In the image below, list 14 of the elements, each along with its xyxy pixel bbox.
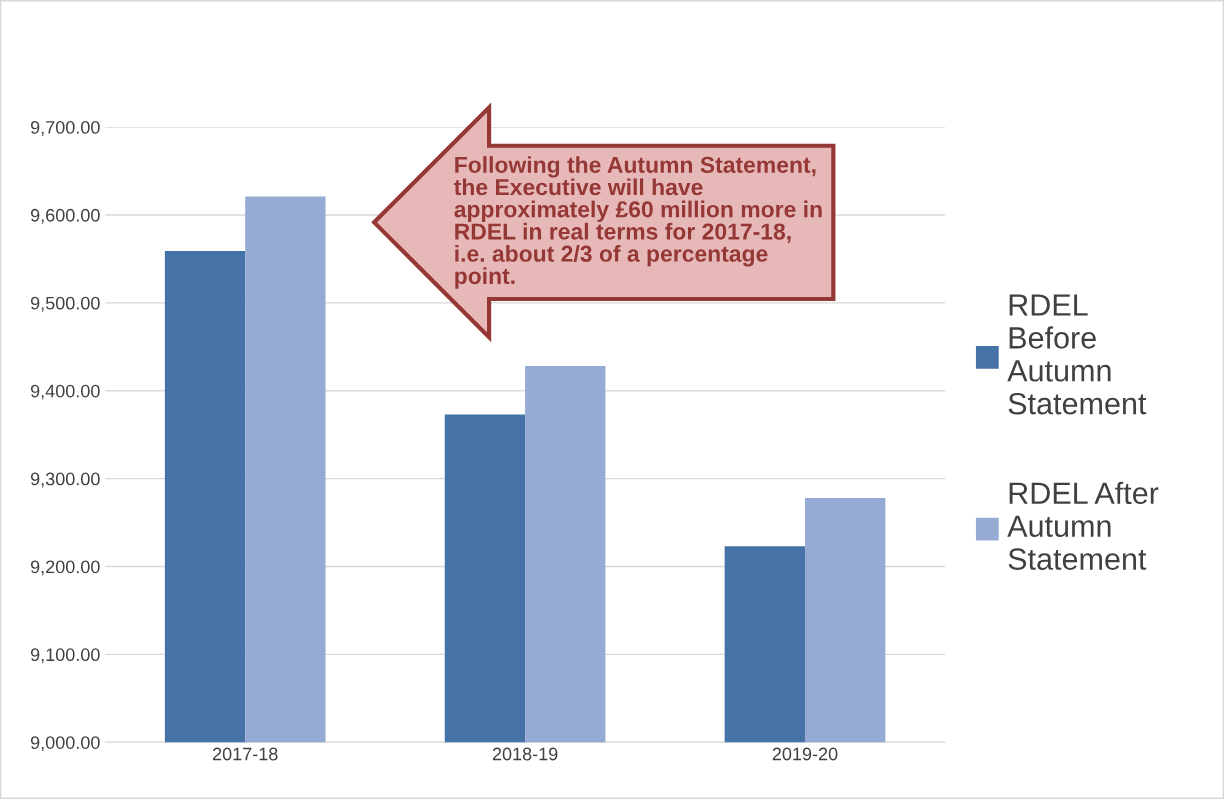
x-tick-label: 2017-18	[212, 747, 278, 761]
y-tick-label: 9,600.00	[30, 208, 100, 224]
x-tick-label: 2018-19	[492, 747, 558, 761]
y-tick-label: 9,100.00	[30, 648, 100, 664]
y-tick-label: 9,500.00	[30, 296, 100, 312]
annotation: Following the Autumn Statement, the Executive will have approximately £60 million more in RDEL in real terms for 2017-18, i.e. about 2/3 of a percentage point.	[454, 156, 822, 289]
y-tick-label: 9,300.00	[30, 472, 100, 488]
y-tick-label: 9,400.00	[30, 384, 100, 400]
legend-label: RDEL After Autumn Statement	[1007, 481, 1159, 570]
y-tick-label: 9,000.00	[30, 736, 100, 752]
x-tick-label: 2019-20	[772, 747, 838, 761]
y-tick-label: 9,200.00	[30, 560, 100, 576]
legend-label: RDEL Before Autumn Statement	[1007, 294, 1147, 415]
y-tick-label: 9,700.00	[30, 120, 100, 136]
